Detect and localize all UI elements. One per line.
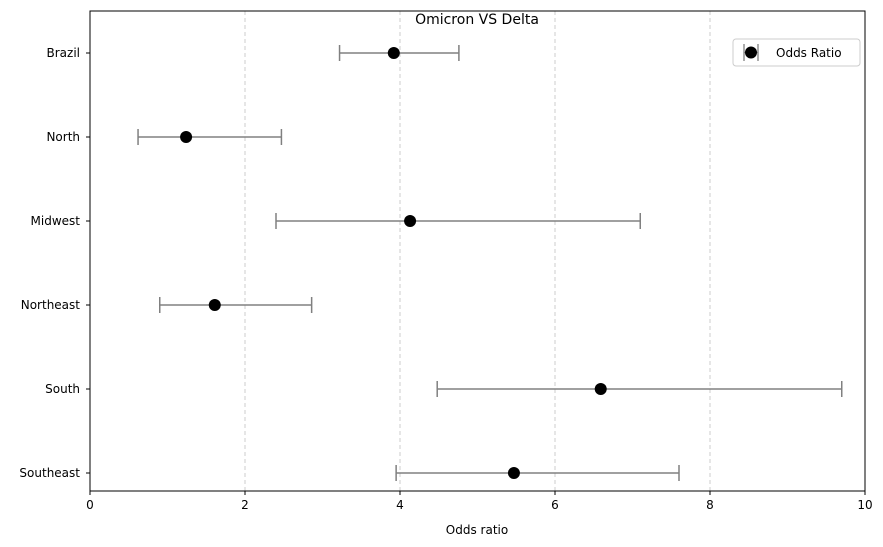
x-tick-label: 8 [706, 498, 714, 512]
x-tick-label: 0 [86, 498, 94, 512]
y-tick-label: Brazil [47, 46, 81, 60]
grid-lines [244, 11, 711, 491]
point-south [594, 383, 607, 395]
point-northeast [208, 299, 221, 311]
y-tick-label: Midwest [31, 214, 81, 228]
errorbar-north [137, 129, 283, 145]
x-axis-ticks: 0 2 4 6 8 10 [86, 491, 873, 512]
errorbar-southeast [395, 465, 680, 481]
x-tick-label: 10 [857, 498, 872, 512]
y-tick-label: Northeast [21, 298, 81, 312]
point-southeast [507, 467, 520, 479]
x-tick-label: 6 [551, 498, 559, 512]
x-tick-label: 2 [241, 498, 249, 512]
y-tick-label: Southeast [19, 466, 80, 480]
point-midwest [404, 215, 417, 227]
error-bars [137, 45, 843, 481]
legend-label: Odds Ratio [776, 46, 842, 60]
y-axis-ticks: Brazil North Midwest Northeast South Southeas… [19, 46, 90, 480]
legend: Odds Ratio [732, 38, 861, 67]
chart-title: Omicron VS Delta [415, 12, 539, 28]
legend-box [732, 38, 861, 67]
errorbar-midwest [275, 213, 641, 229]
point-brazil [387, 47, 400, 59]
point-north [180, 131, 193, 143]
data-points [180, 47, 607, 479]
y-tick-label: North [46, 130, 80, 144]
x-axis-label: Odds ratio [446, 523, 508, 537]
errorbar-northeast [159, 297, 313, 313]
x-tick-label: 4 [396, 498, 404, 512]
plot-frame [89, 10, 866, 492]
errorbar-south [436, 381, 843, 397]
legend-marker [745, 46, 757, 59]
y-tick-label: South [45, 382, 80, 396]
